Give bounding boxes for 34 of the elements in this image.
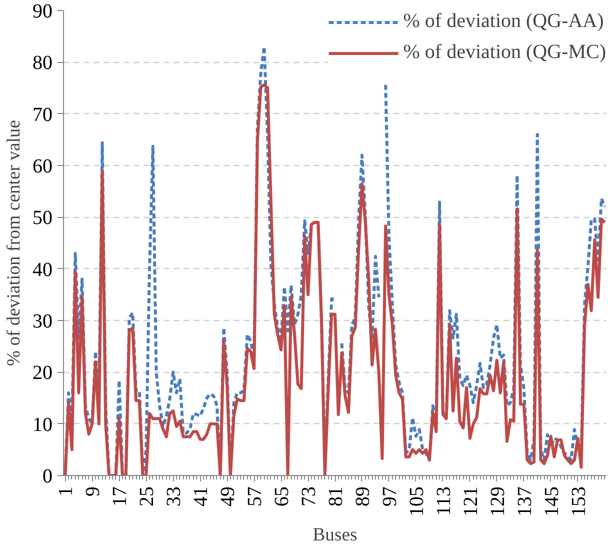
x-tick-label: 9	[82, 486, 104, 496]
y-tick-label: 70	[32, 104, 52, 126]
x-tick-label: 49	[217, 486, 240, 506]
y-tick-label: 80	[32, 52, 52, 74]
x-tick-label: 113	[432, 486, 455, 516]
legend-label: % of deviation (QG-MC)	[403, 41, 606, 64]
y-tick-label: 90	[32, 0, 52, 22]
y-tick-label: 50	[32, 207, 52, 230]
x-tick-label: 97	[378, 486, 401, 506]
y-tick-label: 20	[32, 362, 52, 384]
x-tick-label: 89	[352, 486, 374, 506]
x-tick-label: 73	[298, 486, 320, 506]
legend-label: % of deviation (QG-AA)	[403, 10, 604, 33]
y-tick-label: 40	[32, 258, 52, 281]
y-tick-label: 60	[32, 156, 52, 178]
x-tick-label: 1	[55, 486, 78, 496]
y-tick-label: 10	[32, 414, 52, 436]
x-tick-label: 129	[486, 486, 509, 516]
x-tick-label: 57	[244, 486, 266, 506]
x-axis-title: Buses	[312, 524, 358, 546]
y-axis-title: % of deviation from center value	[4, 120, 24, 366]
x-tick-label: 25	[136, 486, 158, 506]
x-tick-label: 137	[514, 486, 536, 516]
x-tick-label: 33	[163, 486, 186, 506]
x-tick-label: 145	[540, 486, 563, 516]
x-tick-label: 121	[460, 486, 482, 516]
x-tick-label: 153	[568, 486, 590, 516]
x-tick-label: 105	[406, 486, 428, 516]
x-tick-label: 81	[325, 486, 347, 506]
x-tick-label: 17	[109, 486, 132, 506]
y-tick-label: 0	[42, 466, 52, 488]
x-tick-label: 41	[190, 486, 212, 506]
y-tick-label: 30	[32, 310, 52, 332]
x-tick-label: 65	[271, 486, 294, 506]
